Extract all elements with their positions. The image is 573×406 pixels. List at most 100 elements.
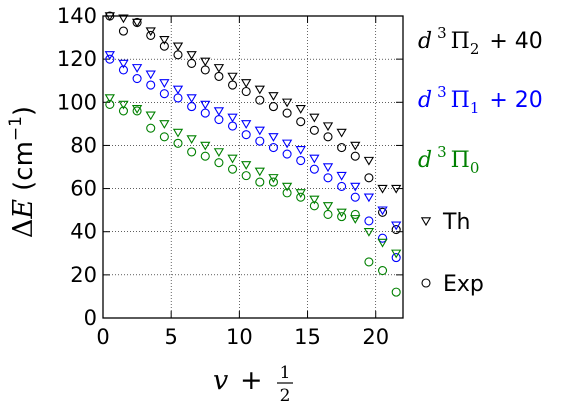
- legend-marker-circle-icon: [421, 278, 431, 288]
- th-point-series-2: [172, 128, 184, 138]
- exp-point-series-1: [282, 149, 292, 159]
- th-point-series-1: [118, 59, 129, 69]
- y-tick-label: 140: [57, 4, 97, 28]
- data-points-clipped: [104, 11, 402, 297]
- exp-point-series-1: [159, 89, 169, 99]
- legend-pi: Π: [451, 29, 470, 54]
- y-tick-label: 60: [70, 177, 97, 201]
- exp-point-series-2: [227, 164, 238, 174]
- legend-sub: 2: [470, 40, 480, 58]
- exp-point-series-0: [268, 102, 279, 112]
- exp-point-series-2: [241, 171, 251, 181]
- exp-point-series-2: [337, 212, 347, 222]
- th-point-series-0: [241, 79, 252, 88]
- th-point-series-2: [104, 94, 115, 104]
- legend-series-label-1: d 3 Π1 + 20: [418, 83, 543, 117]
- legend-series-label-2: d 3 Π0: [418, 143, 479, 177]
- exp-point-series-2: [214, 158, 224, 168]
- th-point-series-0: [200, 57, 211, 67]
- exp-point-series-0: [159, 41, 169, 51]
- legend-sub: 0: [470, 159, 480, 177]
- th-point-series-1: [391, 221, 402, 231]
- th-point-series-0: [118, 14, 129, 24]
- th-point-series-0: [254, 85, 265, 95]
- th-point-series-2: [186, 135, 197, 145]
- th-point-series-0: [363, 156, 375, 166]
- th-point-series-1: [295, 146, 306, 155]
- exp-point-series-2: [282, 188, 292, 198]
- th-point-series-2: [309, 195, 320, 205]
- exp-point-series-2: [118, 106, 129, 116]
- legend-var-d: d: [418, 29, 432, 54]
- legend-var-d: d: [418, 148, 432, 173]
- th-point-series-1: [322, 163, 334, 173]
- th-point-series-2: [159, 120, 170, 129]
- exp-point-series-1: [241, 130, 251, 140]
- th-point-series-0: [322, 122, 334, 132]
- th-point-series-1: [145, 70, 156, 80]
- th-point-series-0: [227, 72, 238, 82]
- y-axis-label-exp: −1: [6, 116, 26, 141]
- th-point-series-0: [309, 113, 320, 123]
- legend-sup: 3: [437, 143, 447, 161]
- exp-point-series-0: [146, 30, 156, 40]
- exp-point-series-2: [364, 257, 374, 267]
- th-point-series-0: [391, 184, 402, 194]
- x-tick-label: 0: [96, 325, 109, 349]
- th-point-series-0: [268, 92, 279, 101]
- y-tick-label: 100: [57, 90, 97, 114]
- th-point-series-1: [254, 126, 265, 136]
- exp-point-series-1: [364, 216, 374, 226]
- th-point-series-0: [131, 18, 143, 28]
- x-tick-label: 5: [164, 325, 177, 349]
- x-tick-label: 20: [362, 325, 389, 349]
- legend-sub: 1: [470, 99, 480, 117]
- th-point-series-1: [363, 193, 375, 203]
- th-point-series-2: [391, 249, 402, 259]
- x-axis-label-plus: +: [240, 365, 263, 396]
- exp-point-series-2: [173, 138, 183, 148]
- exp-point-series-0: [282, 108, 292, 118]
- exp-point-series-1: [146, 80, 156, 90]
- th-point-series-0: [213, 64, 225, 73]
- exp-point-series-0: [364, 173, 374, 183]
- x-tick-label: 15: [294, 325, 321, 349]
- x-tick-label: 10: [226, 325, 253, 349]
- y-tick-label: 40: [70, 220, 97, 244]
- x-axis-label-frac-den: 2: [280, 386, 291, 406]
- th-point-series-2: [254, 167, 265, 177]
- th-point-series-1: [131, 64, 143, 73]
- th-point-series-0: [186, 51, 197, 60]
- th-point-series-0: [295, 105, 306, 114]
- th-point-series-0: [172, 42, 184, 52]
- exp-point-series-2: [105, 99, 115, 109]
- legend-pi: Π: [451, 88, 470, 113]
- exp-point-series-0: [350, 151, 360, 161]
- tick-labels: 0 5 10 15 20 0 20 40 60 80 100 120 140: [57, 4, 389, 349]
- exp-point-series-1: [118, 65, 129, 75]
- exp-point-series-2: [296, 192, 306, 202]
- th-point-series-2: [377, 238, 388, 248]
- exp-point-series-1: [337, 181, 347, 191]
- th-point-series-1: [186, 94, 197, 104]
- legend-sup: 3: [437, 83, 447, 101]
- exp-point-series-2: [268, 177, 279, 187]
- exp-point-series-2: [391, 287, 401, 297]
- th-point-series-1: [377, 206, 388, 216]
- legend-marker-triangle-icon: [420, 217, 432, 227]
- th-point-series-2: [268, 174, 279, 183]
- legend-series-label-0: d 3 Π2 + 40: [418, 24, 543, 58]
- exp-point-series-2: [146, 123, 156, 133]
- exp-point-series-0: [337, 143, 347, 153]
- exp-point-series-0: [118, 26, 129, 36]
- th-point-series-1: [268, 133, 279, 142]
- y-tick-label: 20: [70, 263, 97, 287]
- x-axis-label-frac-num: 1: [280, 363, 291, 383]
- legend-offset: + 20: [489, 88, 542, 113]
- y-tick-label: 80: [70, 133, 97, 157]
- exp-point-series-1: [309, 164, 319, 174]
- th-point-series-2: [241, 161, 252, 170]
- th-point-series-1: [309, 154, 320, 164]
